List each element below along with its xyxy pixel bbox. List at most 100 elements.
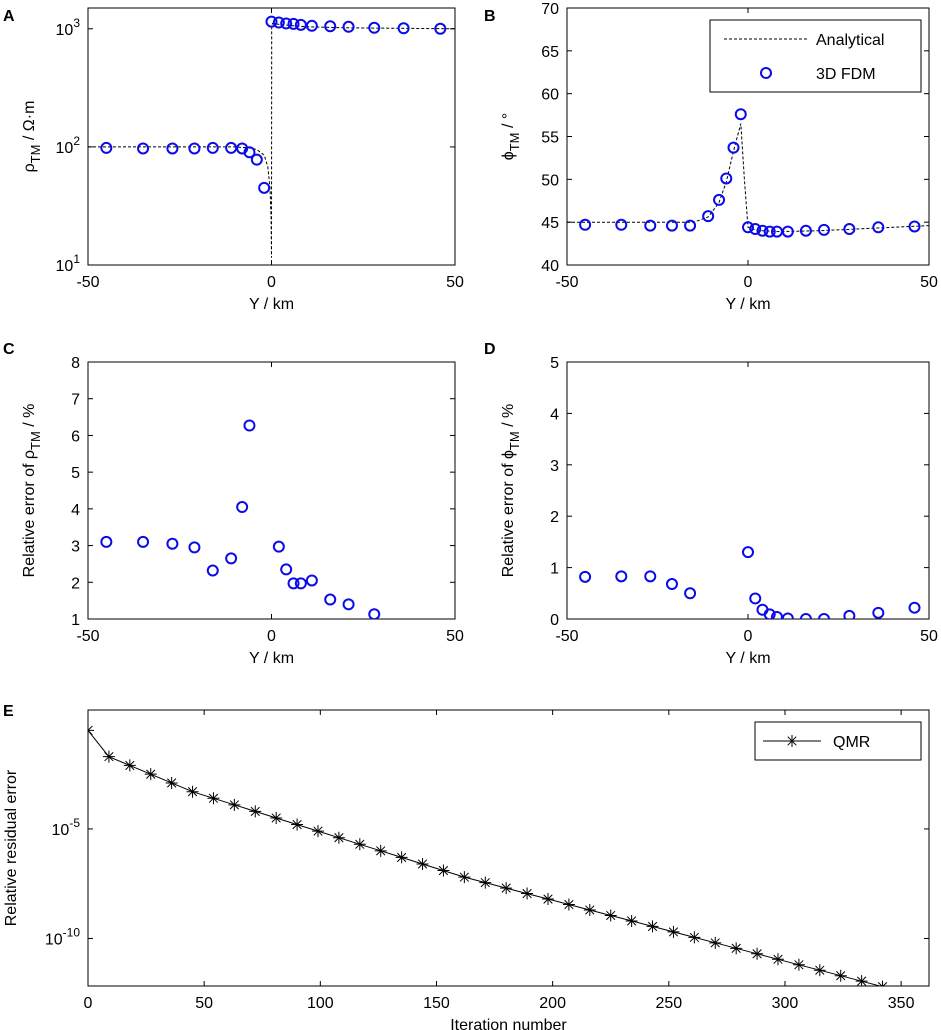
data-point-3d-fdm <box>368 21 381 34</box>
y-axis-title-subscript: TM <box>28 431 43 450</box>
data-point-star-qmr <box>834 969 847 982</box>
x-tick-label: 0 <box>84 995 93 1012</box>
data-point-3d-fdm <box>100 141 113 154</box>
x-tick-label: 300 <box>772 995 799 1012</box>
y-tick-exponent: -10 <box>63 925 81 939</box>
x-tick-label: 50 <box>920 274 938 291</box>
y-axis-title-main: ϕ <box>500 151 517 160</box>
data-point-3d-fdm <box>397 22 410 35</box>
panel-letter-b: B <box>484 8 496 25</box>
y-axis-title: Relative error of ρTM / % <box>21 404 43 578</box>
data-point-star-qmr <box>353 838 366 851</box>
y-tick-label: 60 <box>541 87 559 104</box>
y-axis-title-main: Relative error of ρ <box>21 450 38 577</box>
data-point-3d-fdm <box>665 578 678 591</box>
x-tick-label: -50 <box>76 628 99 645</box>
data-point-3d-fdm <box>368 608 381 619</box>
data-point-3d-fdm <box>287 577 300 590</box>
plot-frame-c <box>87 361 456 620</box>
data-point-star-qmr <box>207 792 220 805</box>
data-point-star-qmr <box>918 992 930 1004</box>
y-axis-title-unit: / Ω·m <box>21 101 38 145</box>
series-line-analytical <box>567 123 929 233</box>
data-point-star-qmr <box>877 980 888 986</box>
y-axis-title-subscript: TM <box>507 431 522 450</box>
data-point-3d-fdm <box>749 223 762 236</box>
x-tick-label: 100 <box>307 995 334 1012</box>
plot-area-a <box>88 15 455 258</box>
data-point-3d-fdm <box>818 613 831 619</box>
x-tick-label: 0 <box>744 628 753 645</box>
data-point-star-qmr <box>771 953 784 966</box>
legend-label: QMR <box>833 734 870 751</box>
x-tick-label: 350 <box>888 995 915 1012</box>
data-point-star-qmr <box>667 925 680 938</box>
data-point-3d-fdm <box>342 598 355 611</box>
data-point-star-qmr <box>88 724 94 737</box>
data-point-star-qmr <box>855 975 868 986</box>
data-point-star-qmr <box>541 893 554 906</box>
data-point-3d-fdm <box>324 20 337 33</box>
y-axis-title-group: Relative residual error <box>3 769 20 926</box>
data-point-3d-fdm <box>243 146 256 159</box>
y-tick-label: 4 <box>550 406 559 423</box>
data-point-star-qmr <box>604 909 617 922</box>
data-point-star-qmr <box>270 811 283 824</box>
data-point-3d-fdm <box>243 419 256 432</box>
series-line-analytical <box>88 22 455 258</box>
y-tick-label: 5 <box>550 355 559 372</box>
data-point-star-qmr <box>332 831 345 844</box>
legend-swatch-star <box>786 735 798 747</box>
data-point-star-qmr <box>688 931 701 944</box>
x-axis-title: Iteration number <box>450 1017 567 1030</box>
data-point-star-qmr <box>291 818 304 831</box>
data-point-3d-fdm <box>294 577 307 590</box>
y-tick-label: 10-10 <box>45 925 80 948</box>
y-axis-title-main: ρ <box>21 163 38 172</box>
data-point-star-qmr <box>395 851 408 864</box>
panel-c: -50 0 50 1 2 3 4 5 6 7 8 Y / km Relative error of ρT… <box>21 355 464 667</box>
data-point-star-qmr <box>311 825 324 838</box>
y-tick-label: 2 <box>71 575 80 592</box>
panel-letter-e: E <box>3 703 14 720</box>
y-axis-title: ρTM / Ω·m <box>21 101 43 173</box>
data-point-3d-fdm <box>818 223 831 236</box>
x-tick-label: 50 <box>446 628 464 645</box>
y-tick-label: 4 <box>71 502 80 519</box>
data-point-3d-fdm <box>280 563 293 576</box>
x-tick-label: 0 <box>267 628 276 645</box>
x-tick-label: 0 <box>267 274 276 291</box>
data-point-star-qmr <box>165 776 178 789</box>
data-point-3d-fdm <box>713 193 726 206</box>
plot-area-d <box>579 546 921 619</box>
data-point-3d-fdm <box>684 219 697 232</box>
y-tick-base: 10 <box>52 822 70 839</box>
data-point-star-qmr <box>479 876 492 889</box>
y-tick-label: 1 <box>71 612 80 629</box>
data-point-star-qmr <box>249 805 262 818</box>
x-tick-label: 50 <box>195 995 213 1012</box>
data-point-star-qmr <box>228 798 241 811</box>
data-point-3d-fdm <box>763 608 776 619</box>
plot-area-c <box>100 419 381 619</box>
data-point-3d-fdm <box>225 552 238 565</box>
x-axis-title: Y / km <box>725 650 770 667</box>
data-point-3d-fdm <box>720 172 733 185</box>
data-point-star-qmr <box>500 882 513 895</box>
y-tick-label: 55 <box>541 130 559 147</box>
y-tick-exponent: -5 <box>69 816 80 830</box>
y-axis-title-unit: / ° <box>500 113 517 133</box>
data-point-3d-fdm <box>665 219 678 232</box>
y-axis-title-unit: / % <box>500 404 517 432</box>
panel-letter-a: A <box>3 8 15 25</box>
y-axis-title-subscript: TM <box>507 132 522 151</box>
data-point-star-qmr <box>792 958 805 971</box>
data-point-3d-fdm <box>287 17 300 30</box>
y-tick-label: 103 <box>56 16 81 39</box>
panel-e: 0 50 100 150 200 250 300 35010-510-10Iteration … <box>3 709 930 1030</box>
data-point-3d-fdm <box>644 570 657 583</box>
x-tick-label: 50 <box>920 628 938 645</box>
data-point-3d-fdm <box>763 225 776 238</box>
data-point-3d-fdm <box>727 141 740 154</box>
